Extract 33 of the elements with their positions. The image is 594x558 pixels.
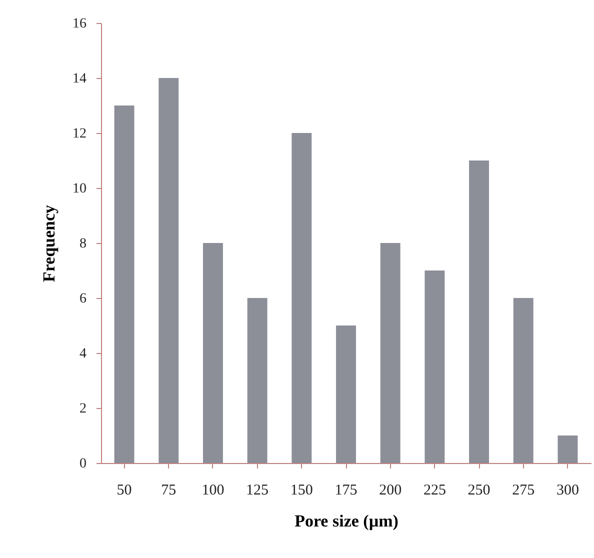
bar bbox=[336, 326, 356, 463]
bar bbox=[513, 298, 534, 463]
x-tick-label: 50 bbox=[116, 482, 132, 498]
x-tick-label: 75 bbox=[161, 482, 176, 498]
bar bbox=[292, 133, 312, 463]
y-tick-label: 10 bbox=[72, 182, 86, 196]
x-tick-label: 300 bbox=[556, 482, 579, 498]
x-tick-label: 200 bbox=[379, 482, 402, 498]
bar bbox=[424, 270, 445, 463]
y-tick-label: 12 bbox=[72, 126, 86, 142]
bar bbox=[158, 78, 179, 463]
bar bbox=[380, 243, 400, 463]
x-axis-title: Pore size (µm) bbox=[294, 512, 398, 530]
x-tick-label: 225 bbox=[423, 482, 446, 498]
y-tick-label: 6 bbox=[80, 292, 86, 306]
x-tick-label: 275 bbox=[512, 482, 535, 498]
bar bbox=[202, 243, 223, 463]
bar bbox=[469, 160, 490, 463]
x-tick-label: 175 bbox=[334, 482, 358, 498]
x-tick-label: 150 bbox=[290, 482, 313, 498]
y-tick-label: 16 bbox=[72, 16, 86, 32]
y-tick-label: 14 bbox=[72, 72, 86, 86]
y-tick-label: 2 bbox=[80, 402, 86, 416]
bar bbox=[247, 298, 268, 463]
y-axis-title: Frequency bbox=[40, 204, 58, 282]
bar bbox=[558, 436, 578, 463]
y-tick-label: 4 bbox=[80, 346, 86, 362]
x-tick-label: 100 bbox=[202, 482, 224, 498]
y-tick-label: 0 bbox=[80, 456, 86, 472]
y-tick-label: 8 bbox=[80, 236, 86, 252]
x-tick-label: 125 bbox=[246, 482, 269, 498]
bar bbox=[114, 106, 134, 463]
x-tick-label: 250 bbox=[468, 482, 490, 498]
